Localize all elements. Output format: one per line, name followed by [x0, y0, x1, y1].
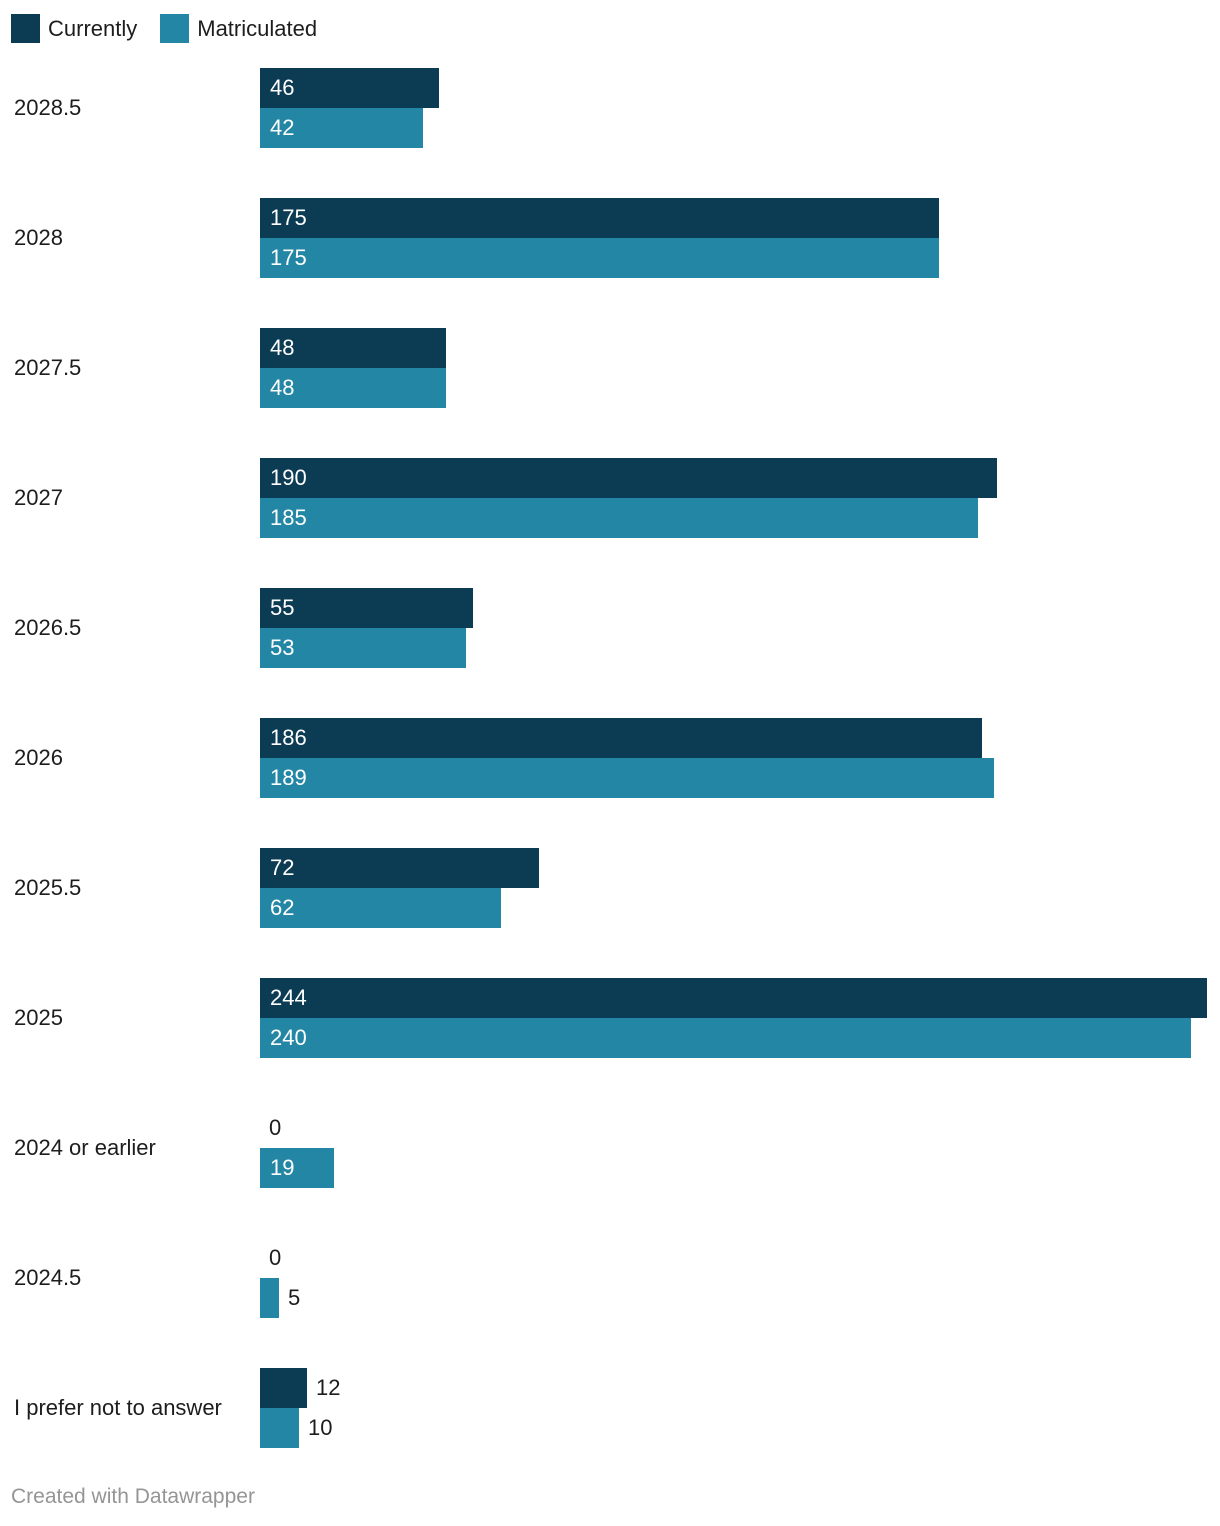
- datawrapper-credit: Created with Datawrapper: [11, 1485, 255, 1508]
- legend: Currently Matriculated: [11, 14, 317, 43]
- category-label: 2028: [14, 225, 63, 250]
- bar-currently[interactable]: [260, 198, 939, 238]
- category-label: 2024.5: [14, 1265, 82, 1290]
- value-label: 175: [270, 205, 307, 230]
- value-label: 55: [270, 595, 295, 620]
- category-label: 2028.5: [14, 95, 82, 120]
- bar-currently[interactable]: [260, 68, 439, 108]
- bar-matriculated[interactable]: [260, 108, 423, 148]
- chart-row: I prefer not to answer 12 10: [0, 1368, 1220, 1448]
- legend-label-currently: Currently: [48, 15, 138, 41]
- bar-currently[interactable]: [260, 978, 1207, 1018]
- bar-matriculated[interactable]: [260, 628, 466, 668]
- bar-matriculated[interactable]: [260, 238, 939, 278]
- chart-row: 2028 175 175: [0, 198, 1220, 278]
- category-label: 2026: [14, 745, 63, 770]
- chart-row: 2025.5 72 62: [0, 848, 1220, 928]
- bar-matriculated[interactable]: [260, 888, 501, 928]
- value-label: 240: [270, 1025, 307, 1050]
- value-label: 185: [270, 505, 307, 530]
- chart-row: 2026.5 55 53: [0, 588, 1220, 668]
- chart-row: 2027 190 185: [0, 458, 1220, 538]
- value-label: 10: [308, 1415, 333, 1440]
- bar-currently[interactable]: [260, 718, 982, 758]
- value-label: 0: [269, 1115, 282, 1140]
- chart-row: 2026 186 189: [0, 718, 1220, 798]
- value-label: 175: [270, 245, 307, 270]
- bar-matriculated[interactable]: [260, 498, 978, 538]
- value-label: 12: [316, 1375, 341, 1400]
- bar-matriculated[interactable]: [260, 1408, 299, 1448]
- bar-matriculated[interactable]: [260, 1148, 334, 1188]
- bar-currently[interactable]: [260, 588, 473, 628]
- legend-swatch-matriculated: [160, 14, 190, 43]
- value-label: 5: [288, 1285, 301, 1310]
- bar-matriculated[interactable]: [260, 758, 994, 798]
- chart-row: 2024.5 0 5: [0, 1238, 1220, 1318]
- chart-row: 2028.5 46 42: [0, 68, 1220, 148]
- value-label: 53: [270, 635, 295, 660]
- category-label: 2025: [14, 1005, 63, 1030]
- category-label: 2025.5: [14, 875, 82, 900]
- value-label: 72: [270, 855, 295, 880]
- legend-swatch-currently: [11, 14, 40, 43]
- value-label: 244: [270, 985, 307, 1010]
- legend-item-matriculated: Matriculated: [160, 14, 317, 43]
- bar-matriculated[interactable]: [260, 368, 446, 408]
- bar-currently[interactable]: [260, 458, 997, 498]
- bar-currently[interactable]: [260, 328, 446, 368]
- category-label: I prefer not to answer: [14, 1395, 222, 1420]
- value-label: 0: [269, 1245, 282, 1270]
- bar-currently[interactable]: [260, 848, 539, 888]
- bar-currently[interactable]: [260, 1368, 307, 1408]
- chart-row: 2025 244 240: [0, 978, 1220, 1058]
- legend-item-currently: Currently: [11, 14, 137, 43]
- chart-row: 2024 or earlier 0 19: [0, 1108, 1220, 1188]
- category-label: 2027: [14, 485, 63, 510]
- legend-label-matriculated: Matriculated: [197, 15, 318, 41]
- value-label: 48: [270, 335, 295, 360]
- category-label: 2024 or earlier: [14, 1135, 156, 1160]
- chart-row: 2027.5 48 48: [0, 328, 1220, 408]
- category-label: 2026.5: [14, 615, 82, 640]
- value-label: 42: [270, 115, 295, 140]
- value-label: 62: [270, 895, 295, 920]
- value-label: 189: [270, 765, 307, 790]
- bar-matriculated[interactable]: [260, 1018, 1191, 1058]
- value-label: 19: [270, 1155, 295, 1180]
- category-label: 2027.5: [14, 355, 82, 380]
- value-label: 46: [270, 75, 295, 100]
- value-label: 186: [270, 725, 307, 750]
- value-label: 48: [270, 375, 295, 400]
- bar-matriculated[interactable]: [260, 1278, 279, 1318]
- value-label: 190: [270, 465, 307, 490]
